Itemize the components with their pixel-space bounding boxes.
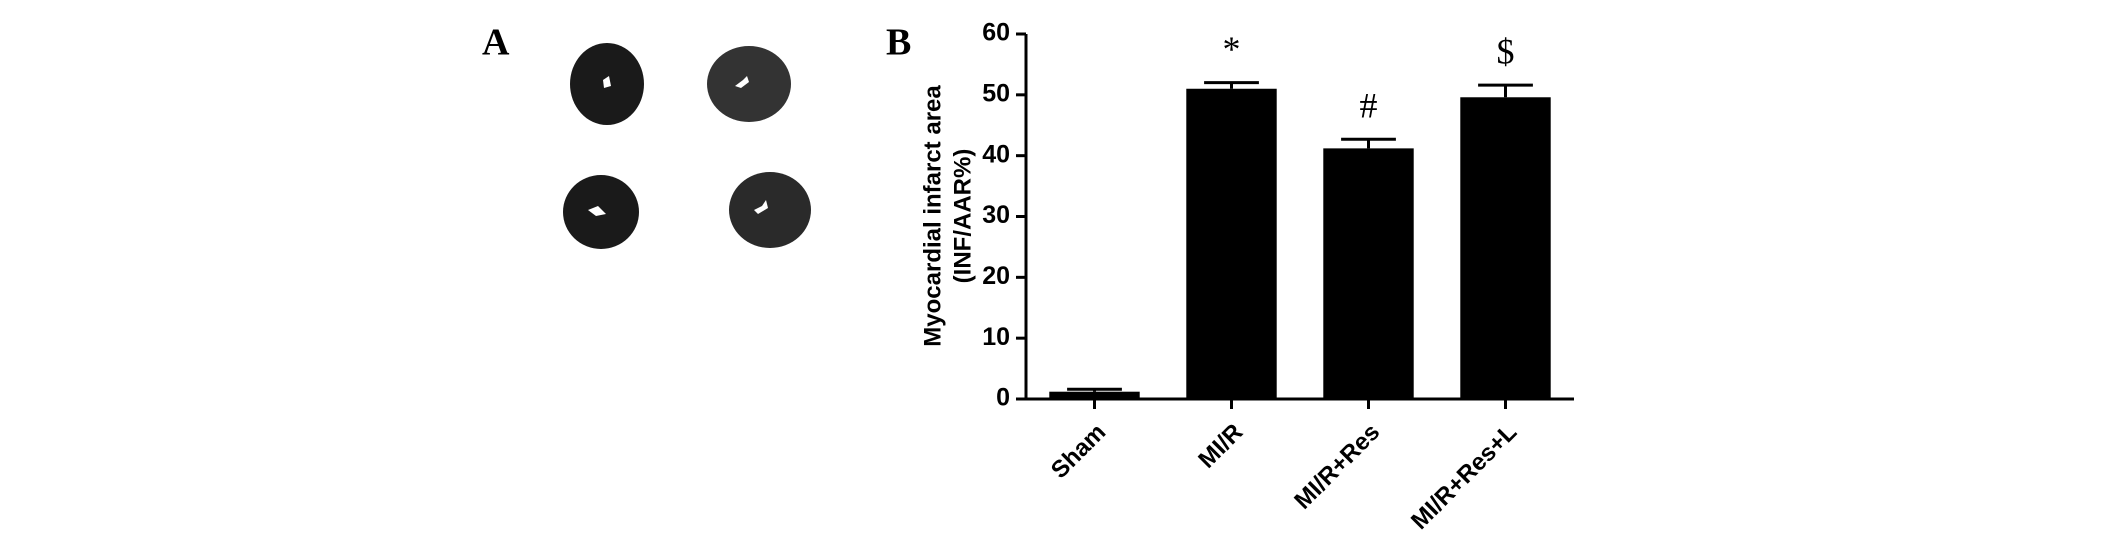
significance-mark: $ (1497, 31, 1515, 71)
panel-label: B (886, 22, 911, 64)
significance-mark: # (1360, 86, 1378, 126)
y-tick-label: 0 (996, 384, 1010, 412)
heart-slice (729, 172, 811, 248)
y-tick-label: 60 (982, 19, 1010, 47)
y-axis-label-line: Myocardial infarct area (919, 85, 946, 347)
lumen (754, 200, 768, 214)
error-bar (1478, 83, 1533, 98)
lumen (588, 206, 606, 216)
y-tick-label: 40 (982, 140, 1010, 168)
panel-label: A (482, 22, 510, 64)
bar (1049, 391, 1140, 399)
lumen (603, 76, 611, 88)
heart-slice (707, 46, 791, 122)
y-tick-label: 20 (982, 262, 1010, 290)
lumen (735, 76, 749, 88)
bar (1186, 88, 1277, 399)
y-tick-label: 30 (982, 201, 1010, 229)
bar (1323, 148, 1414, 399)
y-axis-label: Myocardial infarct area (INF/AAR%) (919, 85, 976, 347)
significance-mark: * (1223, 29, 1241, 69)
y-tick-label: 50 (982, 79, 1010, 107)
y-tick-label: 10 (982, 323, 1010, 351)
y-axis-label-line: (INF/AAR%) (949, 149, 976, 284)
bar (1460, 97, 1551, 400)
error-bar (1067, 387, 1122, 392)
error-bar (1341, 137, 1396, 149)
error-bar (1204, 81, 1259, 89)
heart-slices (563, 43, 811, 249)
